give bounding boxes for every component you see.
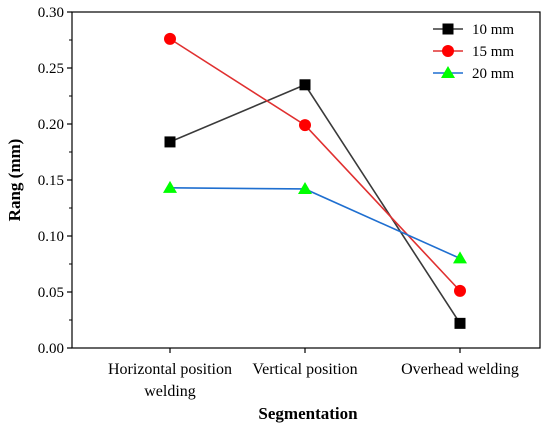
x-axis-label: Segmentation (258, 404, 358, 423)
plot-border (71, 11, 541, 349)
y-tick-label: 0.25 (38, 61, 64, 77)
y-tick-label: 0.05 (38, 285, 64, 301)
x-tick-label: welding (144, 383, 196, 400)
series-line (169, 83, 461, 324)
legend-label: 15 mm (472, 44, 514, 60)
x-axis: Horizontal position welding Vertical posit… (108, 348, 519, 400)
x-tick-label: Overhead welding (401, 361, 519, 378)
legend-marker (442, 23, 454, 35)
legend-marker (442, 45, 454, 57)
legend-item: 10 mm (433, 22, 514, 38)
y-axis-label: Rang (mm) (5, 139, 24, 222)
series-20-mm (163, 180, 467, 264)
data-point (163, 180, 177, 193)
y-tick-label: 0.10 (38, 229, 64, 245)
legend-item: 20 mm (433, 66, 514, 82)
y-tick-label: 0.30 (38, 5, 64, 21)
data-point (299, 79, 311, 91)
x-tick-label: Vertical position (252, 361, 357, 378)
data-point (164, 32, 176, 45)
data-point (299, 119, 311, 132)
plot-frame (71, 11, 541, 349)
y-tick-label: 0.15 (38, 173, 64, 189)
data-point (454, 284, 466, 297)
x-tick-label: Horizontal position (108, 361, 232, 378)
legend-label: 20 mm (472, 66, 514, 82)
series-layer (163, 32, 467, 329)
y-axis: 0.00 0.05 0.10 0.15 0.20 0.25 0.30 (38, 5, 72, 357)
data-point (164, 136, 176, 148)
series-line (169, 38, 461, 292)
y-tick-label: 0.20 (38, 117, 64, 133)
data-point (298, 181, 312, 194)
data-point (453, 251, 467, 264)
series-line (169, 187, 461, 260)
data-point (454, 317, 466, 329)
series-10-mm (164, 79, 466, 329)
legend-item: 15 mm (433, 44, 514, 60)
legend: 10 mm 15 mm 20 mm (433, 22, 514, 82)
series-15-mm (164, 32, 466, 297)
legend-label: 10 mm (472, 22, 514, 38)
legend-marker (441, 66, 455, 78)
y-tick-label: 0.00 (38, 341, 64, 357)
